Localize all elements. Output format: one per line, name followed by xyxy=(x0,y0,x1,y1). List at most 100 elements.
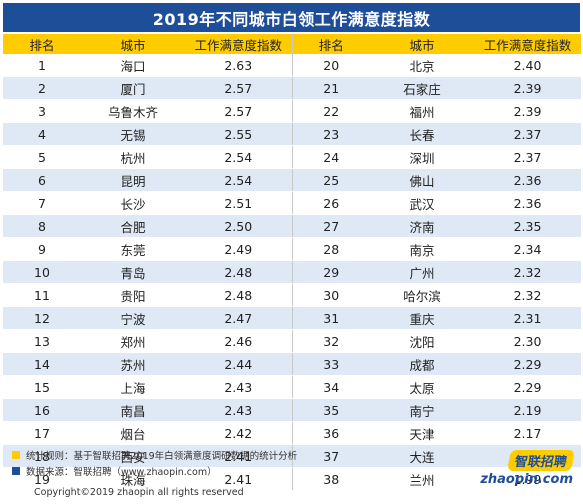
cell-rank: 5 xyxy=(3,145,81,169)
cell-index: 2.55 xyxy=(185,122,292,146)
cell-index: 2.37 xyxy=(474,122,581,146)
cell-city: 广州 xyxy=(370,260,474,284)
header-city: 城市 xyxy=(370,34,474,54)
header-index: 工作满意度指数 xyxy=(185,34,292,54)
cell-index: 2.57 xyxy=(185,76,292,100)
table-row: 2 厦门 2.57 21 石家庄 2.39 xyxy=(3,76,581,100)
cell-city: 东莞 xyxy=(81,237,185,261)
header-city: 城市 xyxy=(81,34,185,54)
brand-logo-en: zhaopin.com xyxy=(480,472,573,487)
cell-city: 南昌 xyxy=(81,398,185,422)
cell-index: 2.54 xyxy=(185,145,292,169)
cell-city: 青岛 xyxy=(81,260,185,284)
cell-rank: 3 xyxy=(3,99,81,123)
cell-city: 佛山 xyxy=(370,168,474,192)
cell-index: 2.46 xyxy=(185,329,292,353)
cell-city: 沈阳 xyxy=(370,329,474,353)
cell-index: 2.51 xyxy=(185,191,292,215)
cell-rank: 10 xyxy=(3,260,81,284)
cell-index: 2.36 xyxy=(474,168,581,192)
table-row: 8 合肥 2.50 27 济南 2.35 xyxy=(3,214,581,238)
cell-city: 长沙 xyxy=(81,191,185,215)
cell-rank: 14 xyxy=(3,352,81,376)
blue-square-icon xyxy=(12,467,20,475)
cell-index: 2.30 xyxy=(474,329,581,353)
cell-rank: 23 xyxy=(291,122,370,146)
cell-index: 2.39 xyxy=(474,99,581,123)
table-row: 1 海口 2.63 20 北京 2.40 xyxy=(3,54,581,77)
cell-index: 2.41 xyxy=(185,467,292,491)
table-row: 10 青岛 2.48 29 广州 2.32 xyxy=(3,260,581,284)
cell-city: 昆明 xyxy=(81,168,185,192)
cell-index: 2.50 xyxy=(185,214,292,238)
cell-city: 宁波 xyxy=(81,306,185,330)
cell-index: 2.19 xyxy=(474,398,581,422)
page-title: 2019年不同城市白领工作满意度指数 xyxy=(3,3,580,32)
cell-rank: 15 xyxy=(3,375,81,399)
header-index: 工作满意度指数 xyxy=(474,34,581,54)
cell-city: 烟台 xyxy=(81,421,185,445)
cell-rank: 33 xyxy=(291,352,370,376)
cell-index: 2.29 xyxy=(474,352,581,376)
cell-index: 2.17 xyxy=(474,421,581,445)
cell-city: 长春 xyxy=(370,122,474,146)
cell-index: 2.42 xyxy=(185,421,292,445)
cell-rank: 19 xyxy=(3,467,81,491)
cell-index: 2.48 xyxy=(185,260,292,284)
table-row: 12 宁波 2.47 31 重庆 2.31 xyxy=(3,306,581,330)
cell-city: 北京 xyxy=(370,54,474,77)
cell-index: 2.41 xyxy=(185,444,292,468)
table-row: 19 珠海 2.41 38 兰州 1.99 xyxy=(3,467,581,491)
cell-rank: 12 xyxy=(3,306,81,330)
satisfaction-table: 排名 城市 工作满意度指数 排名 城市 工作满意度指数 1 海口 2.63 20 北京 2… xyxy=(3,34,581,491)
cell-index: 2.54 xyxy=(185,168,292,192)
cell-rank: 32 xyxy=(291,329,370,353)
table-row: 4 无锡 2.55 23 长春 2.37 xyxy=(3,122,581,146)
cell-rank: 25 xyxy=(291,168,370,192)
table-row: 9 东莞 2.49 28 南京 2.34 xyxy=(3,237,581,261)
cell-index: 2.39 xyxy=(474,76,581,100)
cell-rank: 21 xyxy=(291,76,370,100)
cell-rank: 18 xyxy=(3,444,81,468)
cell-rank: 8 xyxy=(3,214,81,238)
cell-city: 石家庄 xyxy=(370,76,474,100)
table-row: 3 乌鲁木齐 2.57 22 福州 2.39 xyxy=(3,99,581,123)
cell-city: 南京 xyxy=(370,237,474,261)
cell-city: 南宁 xyxy=(370,398,474,422)
cell-index: 2.31 xyxy=(474,306,581,330)
cell-rank: 29 xyxy=(291,260,370,284)
cell-rank: 28 xyxy=(291,237,370,261)
cell-city: 兰州 xyxy=(370,467,474,491)
cell-city: 天津 xyxy=(370,421,474,445)
table-row: 15 上海 2.43 34 太原 2.29 xyxy=(3,375,581,399)
table-row: 16 南昌 2.43 35 南宁 2.19 xyxy=(3,398,581,422)
cell-rank: 20 xyxy=(291,54,370,77)
table-row: 13 郑州 2.46 32 沈阳 2.30 xyxy=(3,329,581,353)
cell-city: 杭州 xyxy=(81,145,185,169)
cell-city: 海口 xyxy=(81,54,185,77)
cell-index: 2.49 xyxy=(185,237,292,261)
cell-rank: 7 xyxy=(3,191,81,215)
cell-rank: 17 xyxy=(3,421,81,445)
cell-city: 贵阳 xyxy=(81,283,185,307)
cell-index: 2.37 xyxy=(474,145,581,169)
cell-index: 2.43 xyxy=(185,398,292,422)
table-row: 11 贵阳 2.48 30 哈尔滨 2.32 xyxy=(3,283,581,307)
cell-rank: 24 xyxy=(291,145,370,169)
cell-city: 珠海 xyxy=(81,467,185,491)
brand-logo-cn: 智联招聘 xyxy=(507,450,575,471)
cell-rank: 9 xyxy=(3,237,81,261)
cell-rank: 27 xyxy=(291,214,370,238)
cell-rank: 35 xyxy=(291,398,370,422)
cell-rank: 31 xyxy=(291,306,370,330)
header-rank: 排名 xyxy=(3,34,81,54)
cell-index: 2.32 xyxy=(474,260,581,284)
cell-city: 苏州 xyxy=(81,352,185,376)
header-rank: 排名 xyxy=(291,34,370,54)
cell-index: 1.99 xyxy=(474,467,581,491)
cell-index: 2.40 xyxy=(474,54,581,77)
cell-rank: 11 xyxy=(3,283,81,307)
cell-city: 西安 xyxy=(81,444,185,468)
cell-index: 2.63 xyxy=(185,54,292,77)
cell-rank: 2 xyxy=(3,76,81,100)
